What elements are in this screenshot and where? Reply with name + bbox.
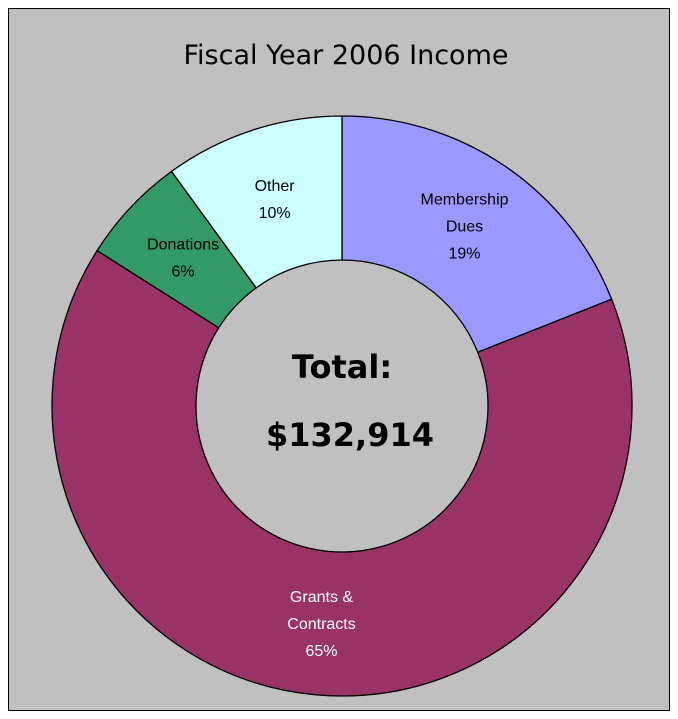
slice-labels: Membership Dues 19% Grants & Contracts 65% Don…	[147, 178, 509, 660]
chart-title: Fiscal Year 2006 Income	[183, 40, 508, 71]
slice-name-label: Donations	[147, 236, 219, 253]
slice-name-label: Membership	[420, 192, 508, 209]
slice-grants-contracts	[51, 249, 633, 697]
slice-membership-dues	[341, 115, 613, 354]
slice-percent-label: 19%	[448, 246, 480, 263]
donut-slices	[51, 115, 633, 697]
center-total-label: Total:	[292, 348, 392, 386]
slice-name-label: Other	[255, 178, 296, 195]
slice-name-label: Dues	[446, 219, 483, 236]
slice-other	[170, 115, 343, 289]
center-total-value: $132,914	[266, 416, 434, 454]
slice-name-label: Grants &	[290, 589, 353, 606]
slice-percent-label: 65%	[305, 643, 337, 660]
slice-name-label: Contracts	[287, 616, 355, 633]
slice-percent-label: 10%	[259, 205, 291, 222]
slice-percent-label: 6%	[172, 263, 195, 280]
